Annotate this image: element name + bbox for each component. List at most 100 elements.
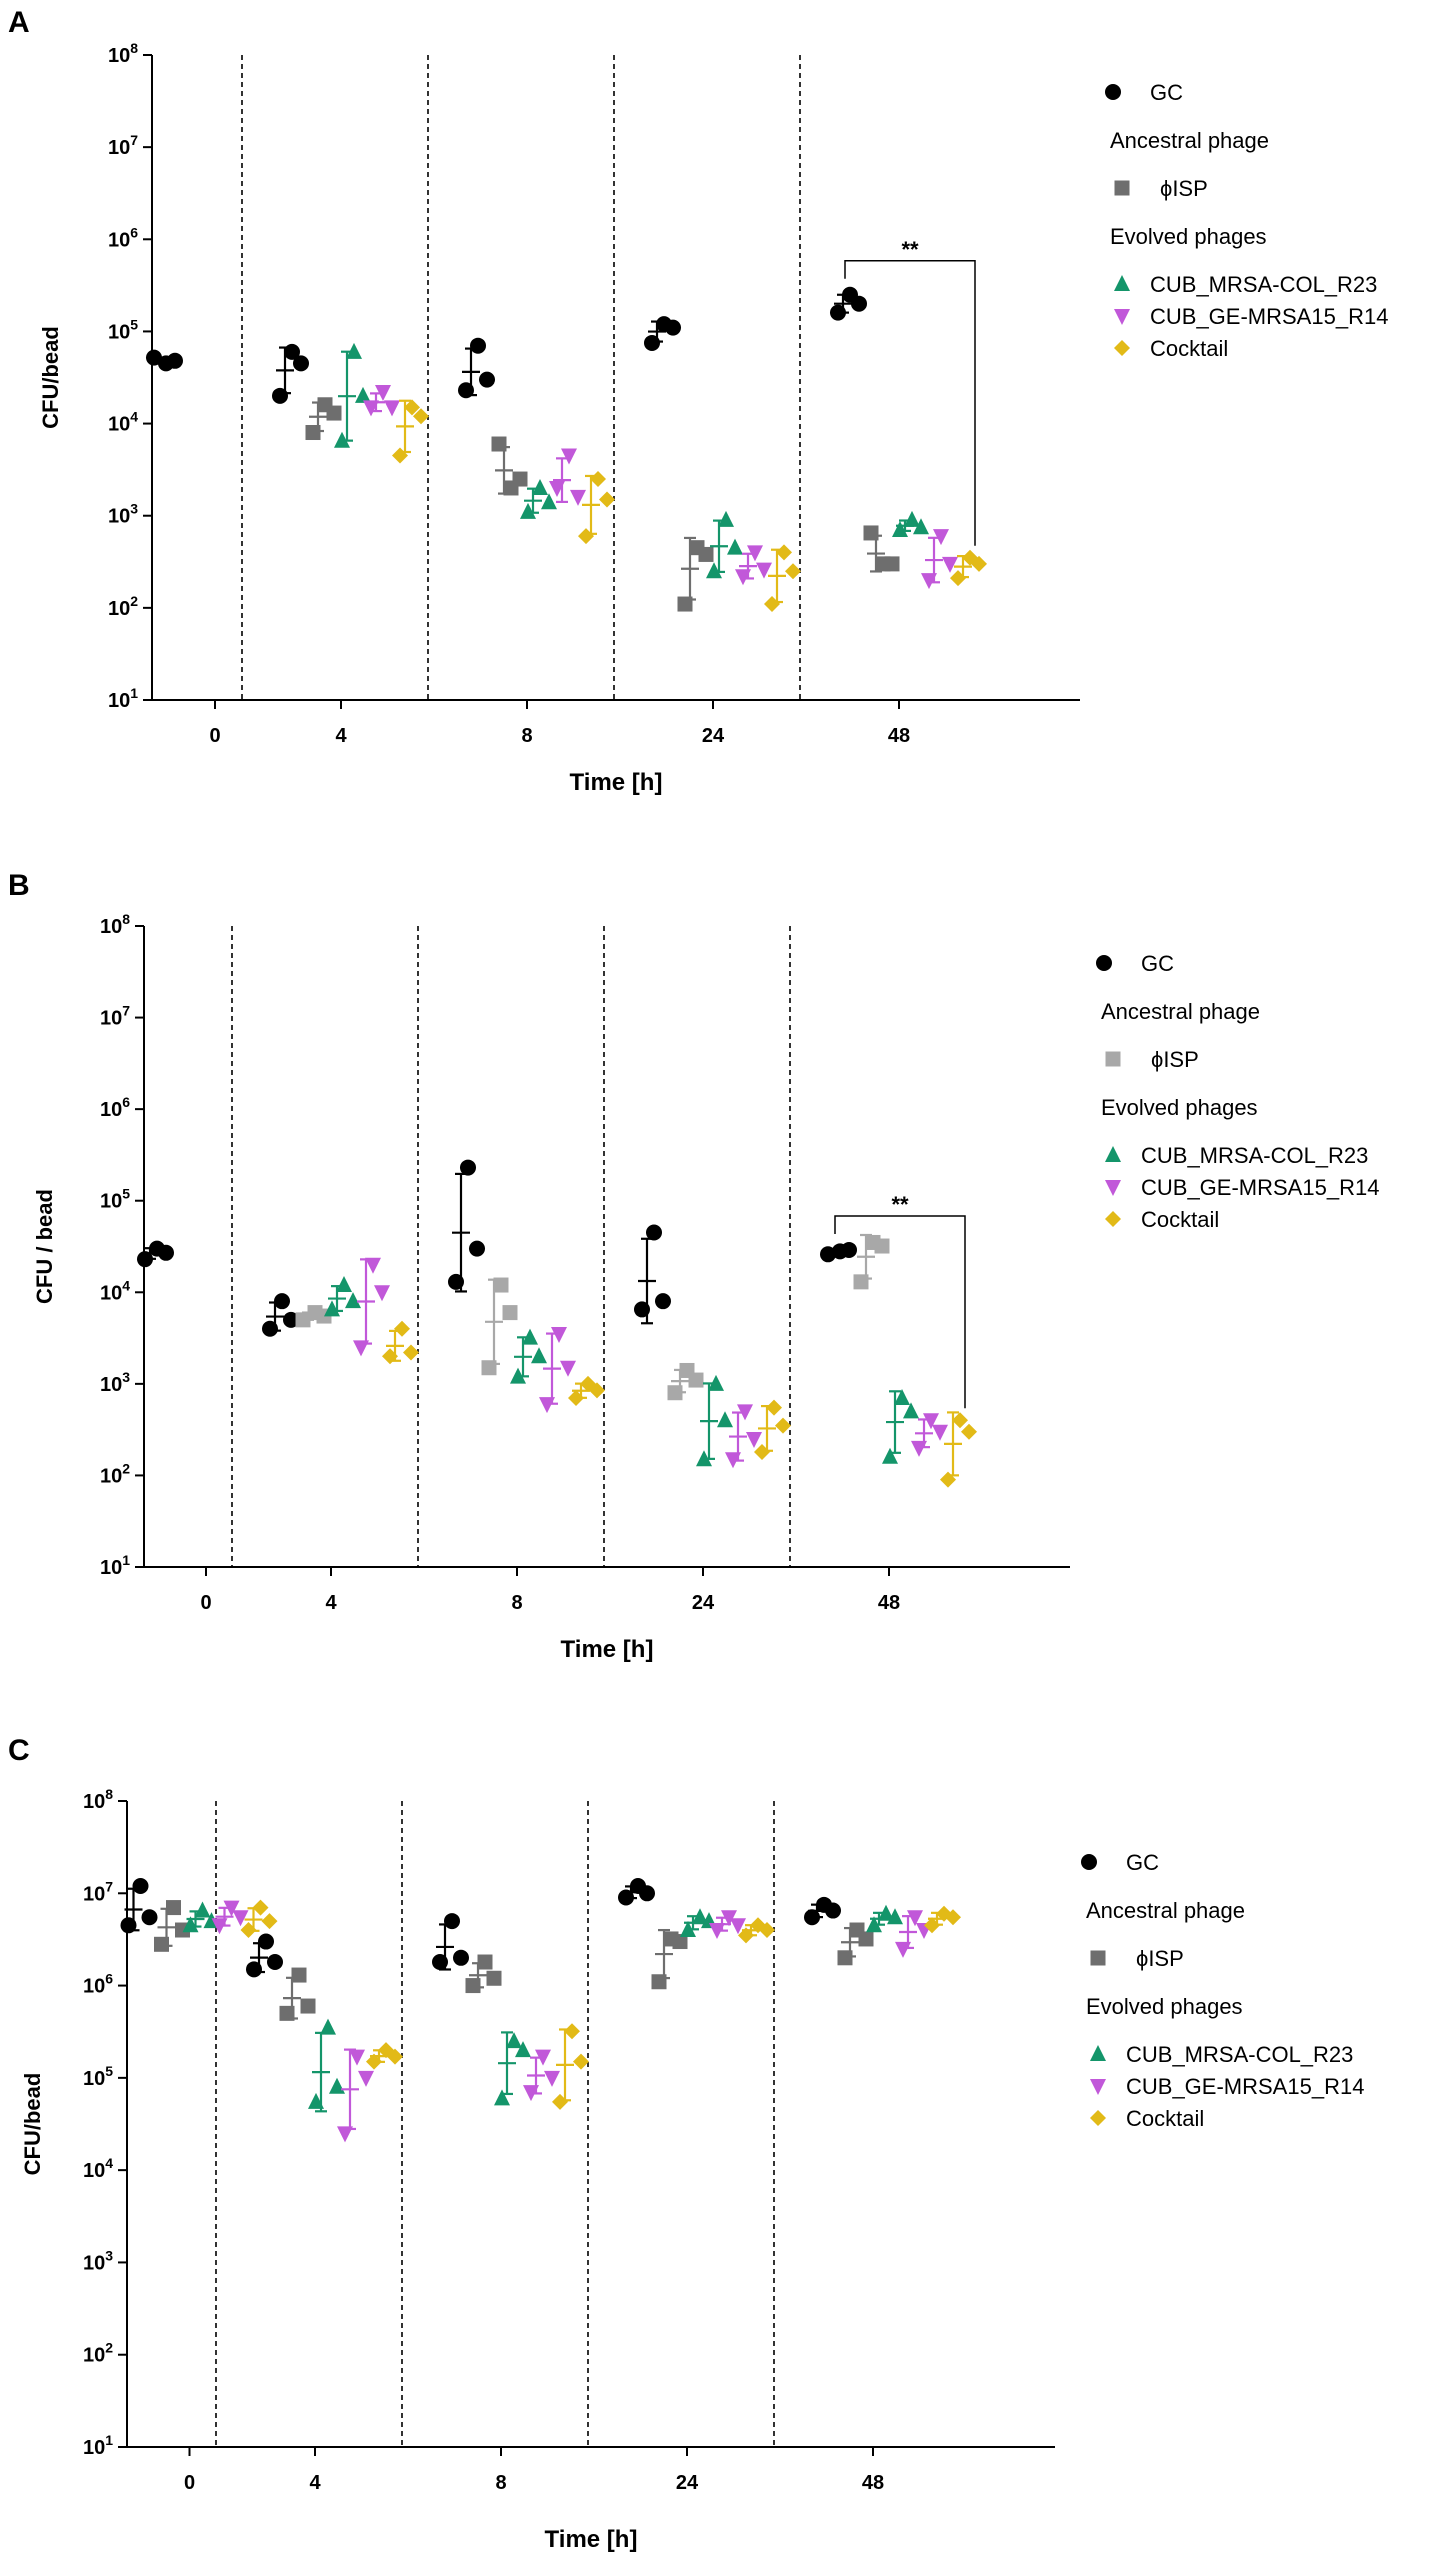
data-point [211, 1918, 228, 1935]
y-tick-label: 104 [100, 1277, 130, 1304]
data-point [776, 544, 792, 561]
y-tick-exponent: 2 [105, 2340, 113, 2356]
legend-marker [1105, 1051, 1121, 1067]
data-point [293, 355, 309, 372]
data-point [971, 555, 987, 572]
data-point [469, 1240, 485, 1257]
y-tick-exponent: 3 [122, 1369, 130, 1385]
y-tick-exponent: 1 [122, 1552, 130, 1568]
data-point [470, 337, 486, 354]
series-cub-mrsa-col-r23 [334, 342, 929, 579]
y-tick-exponent: 5 [122, 1186, 130, 1202]
data-point [465, 1978, 481, 1994]
y-tick-label: 108 [83, 1786, 113, 1813]
y-tick-exponent: 1 [105, 2432, 113, 2448]
y-tick-label: 108 [108, 40, 138, 67]
y-tick-label: 107 [83, 1878, 113, 1905]
data-point [589, 1382, 605, 1399]
data-point [564, 2023, 580, 2040]
data-point [804, 1909, 820, 1926]
y-tick-label: 102 [83, 2340, 113, 2367]
data-point [756, 562, 772, 579]
data-point [337, 2126, 353, 2143]
data-point [721, 1910, 737, 1927]
y-tick-exponent: 7 [105, 1878, 113, 1894]
data-point [738, 1927, 754, 1944]
data-point [921, 573, 937, 590]
series--isp [305, 397, 900, 612]
y-tick-exponent: 5 [130, 316, 138, 332]
data-point [300, 1998, 316, 2014]
data-point [326, 405, 342, 421]
legend-label: Cocktail [1141, 1207, 1219, 1232]
data-point [759, 1922, 775, 1939]
data-point [387, 2048, 403, 2065]
data-point [634, 1301, 650, 1318]
legend-marker [1105, 1211, 1121, 1227]
data-point [884, 556, 900, 572]
y-tick-base: 10 [83, 2437, 105, 2459]
data-point [672, 1934, 688, 1950]
data-point [725, 1452, 741, 1469]
data-point [568, 1390, 584, 1407]
data-point [522, 1328, 538, 1345]
data-point [853, 1274, 869, 1290]
y-tick-label: 105 [108, 316, 138, 343]
data-point [246, 1961, 262, 1978]
data-point [747, 545, 763, 562]
series-cocktail [392, 399, 987, 613]
y-tick-base: 10 [100, 1282, 122, 1304]
y-tick-label: 103 [83, 2247, 113, 2274]
y-tick-base: 10 [100, 1191, 122, 1213]
legend-header: Ancestral phage [1101, 999, 1260, 1024]
legend-header: Ancestral phage [1086, 1898, 1245, 1923]
data-point [252, 1899, 269, 1916]
data-point [324, 1300, 340, 1317]
y-tick-label: 103 [108, 501, 138, 528]
data-point [785, 563, 801, 580]
data-point [365, 1257, 381, 1274]
data-point [825, 1902, 841, 1919]
y-tick-base: 10 [83, 2345, 105, 2367]
data-point [933, 529, 949, 546]
data-point [709, 1923, 725, 1940]
legend: GC Ancestral phage ϕISP Evolved phages CUB_M… [1081, 1850, 1364, 2131]
legend-marker [1105, 1180, 1121, 1196]
legend: GC Ancestral phage ϕISP Evolved phages CUB_M… [1105, 80, 1388, 361]
series--isp [295, 1233, 890, 1401]
y-tick-base: 10 [83, 1883, 105, 1905]
legend-label: ϕISP [1160, 176, 1208, 201]
significance-bracket [844, 260, 976, 546]
data-point [486, 1970, 502, 1986]
legend-label: ϕISP [1136, 1946, 1184, 1971]
panel-letter: C [8, 1734, 30, 1767]
significance-bracket [834, 1215, 966, 1409]
data-point [551, 1327, 567, 1344]
data-point [907, 1910, 923, 1927]
data-point [334, 431, 350, 448]
data-point [727, 538, 743, 555]
data-point [688, 1372, 704, 1388]
y-tick-base: 10 [100, 1557, 122, 1579]
y-tick-base: 10 [100, 1465, 122, 1487]
legend-label: Cocktail [1126, 2106, 1204, 2131]
data-point [154, 1936, 169, 1952]
series-cocktail [382, 1320, 977, 1488]
data-point [448, 1273, 464, 1290]
data-point [874, 1238, 890, 1254]
legend-marker [1090, 1950, 1106, 1966]
x-tick-label: 48 [888, 725, 910, 747]
data-point [346, 342, 362, 359]
x-tick-label: 24 [692, 1592, 715, 1614]
y-tick-exponent: 1 [130, 685, 138, 701]
data-point [413, 408, 429, 425]
legend-label: GC [1126, 1850, 1159, 1875]
data-point [894, 1389, 910, 1406]
legend-label: CUB_MRSA-COL_R23 [1150, 272, 1377, 297]
y-tick-label: 104 [108, 409, 138, 436]
data-point [560, 1360, 576, 1377]
y-tick-label: 106 [108, 224, 138, 251]
